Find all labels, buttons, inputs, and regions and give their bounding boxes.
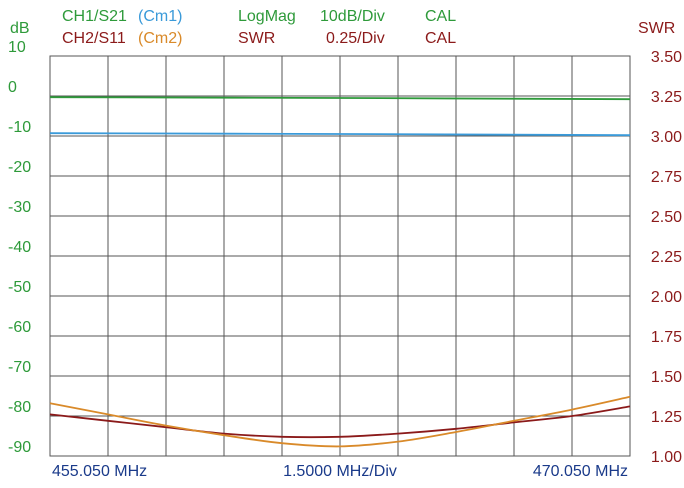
left-tick-label: -40 xyxy=(8,239,31,256)
right-tick-label: 2.25 xyxy=(651,249,682,266)
left-tick-label: -80 xyxy=(8,399,31,416)
right-tick-label: 1.25 xyxy=(651,409,682,426)
ch1-scale: 10dB/Div xyxy=(320,8,385,25)
right-tick-label: 2.50 xyxy=(651,209,682,226)
right-tick-label: 3.25 xyxy=(651,89,682,106)
trace-1 xyxy=(49,132,631,137)
right-tick-label: 1.50 xyxy=(651,369,682,386)
axis-ticks: 10 0 -10 -20 -30 -40 -50 -60 -70 -80 -90 3.50 3.25 3.… xyxy=(8,39,682,480)
x-scale-label: 1.5000 MHz/Div xyxy=(283,463,397,480)
left-tick-label: 0 xyxy=(8,79,17,96)
trace-2 xyxy=(49,405,631,439)
x-stop-label: 470.050 MHz xyxy=(533,463,628,480)
left-tick-label: -90 xyxy=(8,439,31,456)
ch1-label: CH1/S21 xyxy=(62,8,127,25)
left-axis-unit: dB xyxy=(10,20,30,37)
cm1-label: (Cm1) xyxy=(138,8,183,25)
x-start-label: 455.050 MHz xyxy=(52,463,147,480)
left-tick-label: -30 xyxy=(8,199,31,216)
left-tick-label: -20 xyxy=(8,159,31,176)
left-tick-label: -70 xyxy=(8,359,31,376)
trace-0 xyxy=(49,96,631,101)
right-tick-label: 2.00 xyxy=(651,289,682,306)
ch1-format: LogMag xyxy=(238,8,296,25)
left-tick-label: -50 xyxy=(8,279,31,296)
right-tick-label: 1.75 xyxy=(651,329,682,346)
left-tick-label: -60 xyxy=(8,319,31,336)
right-tick-label: 2.75 xyxy=(651,169,682,186)
right-tick-label: 1.00 xyxy=(651,449,682,466)
cm2-label: (Cm2) xyxy=(138,30,183,47)
plot-traces xyxy=(49,96,631,448)
left-tick-label: -10 xyxy=(8,119,31,136)
ch2-format: SWR xyxy=(238,30,276,47)
ch2-scale: 0.25/Div xyxy=(326,30,385,47)
right-tick-label: 3.50 xyxy=(651,49,682,66)
left-tick-label: 10 xyxy=(8,39,26,56)
ch2-cal: CAL xyxy=(425,30,457,47)
right-axis-unit: SWR xyxy=(638,20,676,37)
ch2-label: CH2/S11 xyxy=(62,30,126,47)
trace-3 xyxy=(49,395,631,448)
plot-grid xyxy=(49,55,631,457)
right-tick-label: 3.00 xyxy=(651,129,682,146)
ch1-cal: CAL xyxy=(425,8,457,25)
